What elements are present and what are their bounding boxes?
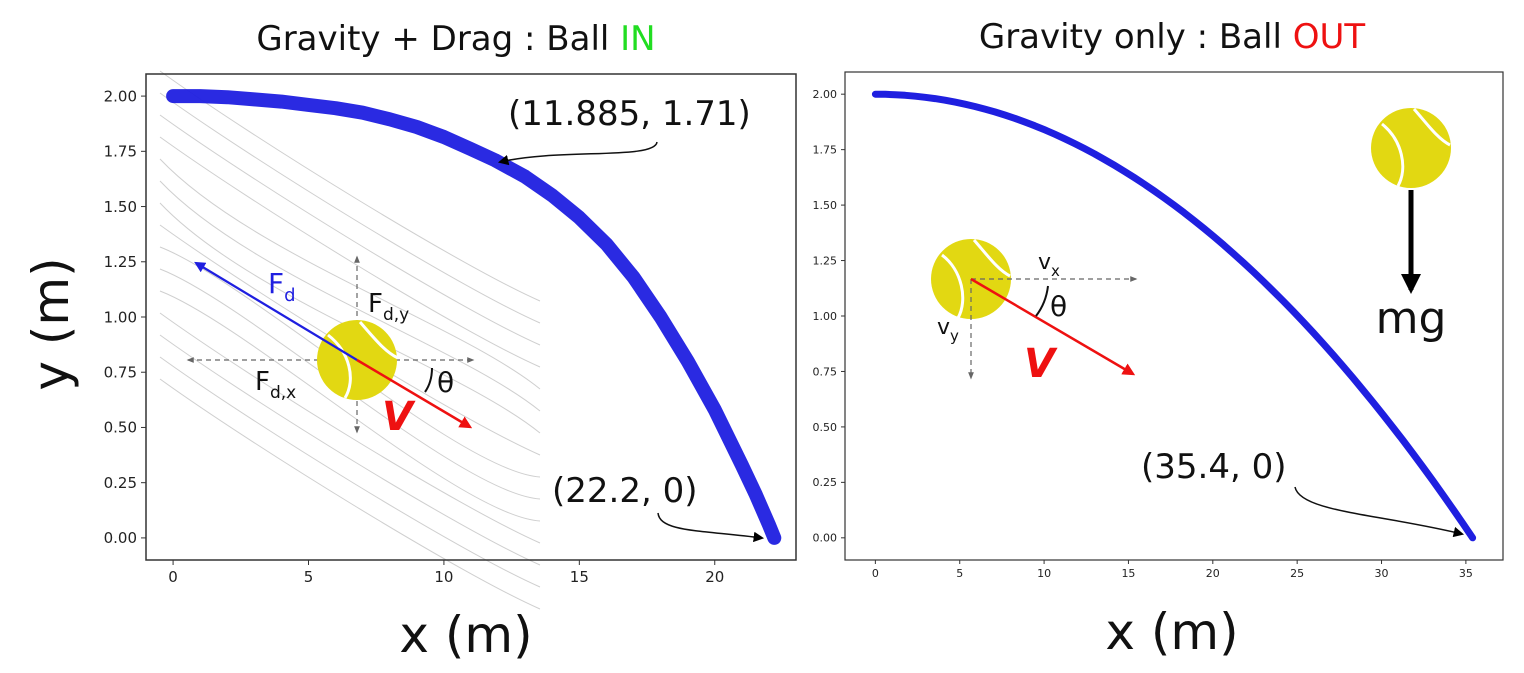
y-tick-label: 0.00	[104, 529, 137, 547]
annotation-landing-right: (35.4, 0)	[1141, 447, 1286, 487]
annotation-landing-left-arrow	[657, 512, 765, 543]
y-axis-label: y (m)	[22, 257, 80, 390]
velocity-arrow	[356, 358, 473, 429]
x-tick-label: 20	[1206, 567, 1220, 580]
vy-label: vy	[937, 315, 959, 345]
y-tick-label: 1.00	[104, 308, 137, 326]
x-tick-label: 35	[1459, 567, 1473, 580]
y-tick-label: 1.50	[813, 199, 838, 212]
y-tick-label: 1.50	[104, 198, 137, 216]
axis-ticks-left: 0 5 10 15 20 0.00 0.25 0.50 0.75 1.00 1.25 1.50 1.75…	[104, 87, 725, 586]
y-tick-label: 0.25	[813, 476, 838, 489]
x-tick-label: 15	[1121, 567, 1135, 580]
airflow-line	[159, 158, 541, 390]
trajectory-drag	[166, 89, 782, 545]
y-tick-label: 0.75	[104, 363, 137, 381]
annotation-apex-arrow	[497, 141, 658, 166]
chart-gravity-only: Gravity only : Ball OUT 0 5 10 15 20 25 30 35 0.…	[813, 17, 1504, 661]
axis-ticks-right: 0 5 10 15 20 25 30 35 0.00 0.25 0.50 0.75 1.00 1.25 1.…	[813, 88, 1473, 580]
gravity-diagram: mg	[1371, 108, 1451, 344]
y-tick-label: 1.75	[813, 143, 838, 156]
y-tick-label: 1.25	[104, 253, 137, 271]
y-tick-label: 1.00	[813, 310, 838, 323]
x-tick-label: 0	[168, 568, 178, 586]
airflow-line	[159, 378, 541, 610]
airflow-line	[159, 334, 541, 566]
x-tick-label: 5	[304, 568, 314, 586]
velocity-diagram: vx vy θ V	[931, 239, 1138, 387]
vx-label: vx	[1038, 250, 1060, 280]
gravity-label: mg	[1376, 293, 1447, 344]
y-tick-label: 0.00	[813, 532, 838, 545]
annotation-landing-right-arrow	[1294, 486, 1465, 538]
theta-label: θ	[1050, 290, 1067, 323]
chart-title-right: Gravity only : Ball OUT	[979, 17, 1365, 57]
y-tick-label: 0.50	[104, 419, 137, 437]
y-tick-label: 0.75	[813, 365, 838, 378]
trajectory-gravity	[871, 90, 1477, 542]
y-tick-label: 2.00	[813, 88, 838, 101]
x-axis-label-right: x (m)	[1105, 603, 1238, 661]
y-tick-label: 1.75	[104, 143, 137, 161]
angle-arc	[424, 367, 433, 393]
theta-label: θ	[437, 366, 454, 399]
force-diagram: Fd Fd,y Fd,x θ V	[186, 255, 475, 440]
tennis-ball-icon	[1371, 108, 1451, 188]
airflow-line	[159, 312, 541, 544]
y-tick-label: 2.00	[104, 87, 137, 105]
airflow-line	[159, 136, 541, 368]
x-tick-label: 10	[1037, 567, 1051, 580]
chart-gravity-drag: Gravity + Drag : Ball IN 0 5 10 15 20 0.00 0.2…	[22, 19, 797, 664]
y-tick-label: 0.25	[104, 474, 137, 492]
drag-force-arrow	[194, 261, 358, 361]
airflow-lines	[159, 70, 541, 610]
x-tick-label: 10	[434, 568, 453, 586]
airflow-line	[159, 180, 541, 412]
airflow-line	[159, 356, 541, 588]
velocity-label: V	[1024, 341, 1058, 387]
x-tick-label: 0	[872, 567, 879, 580]
velocity-label: V	[382, 394, 416, 440]
airflow-line	[159, 92, 541, 324]
y-tick-label: 1.25	[813, 254, 838, 267]
x-tick-label: 20	[705, 568, 724, 586]
x-tick-label: 15	[570, 568, 589, 586]
x-tick-label: 25	[1290, 567, 1304, 580]
airflow-line	[159, 290, 541, 522]
x-tick-label: 5	[956, 567, 963, 580]
x-axis-label-left: x (m)	[399, 606, 532, 664]
velocity-arrow	[970, 277, 1136, 376]
fx-label: Fd,x	[255, 367, 296, 403]
fy-label: Fd,y	[368, 289, 409, 325]
drag-force-label: Fd	[268, 267, 296, 306]
angle-arc	[1035, 285, 1049, 317]
annotation-apex: (11.885, 1.71)	[508, 94, 751, 134]
airflow-line	[159, 114, 541, 346]
x-tick-label: 30	[1375, 567, 1389, 580]
annotation-landing-left: (22.2, 0)	[552, 471, 697, 511]
chart-title-left: Gravity + Drag : Ball IN	[256, 19, 655, 59]
y-tick-label: 0.50	[813, 421, 838, 434]
